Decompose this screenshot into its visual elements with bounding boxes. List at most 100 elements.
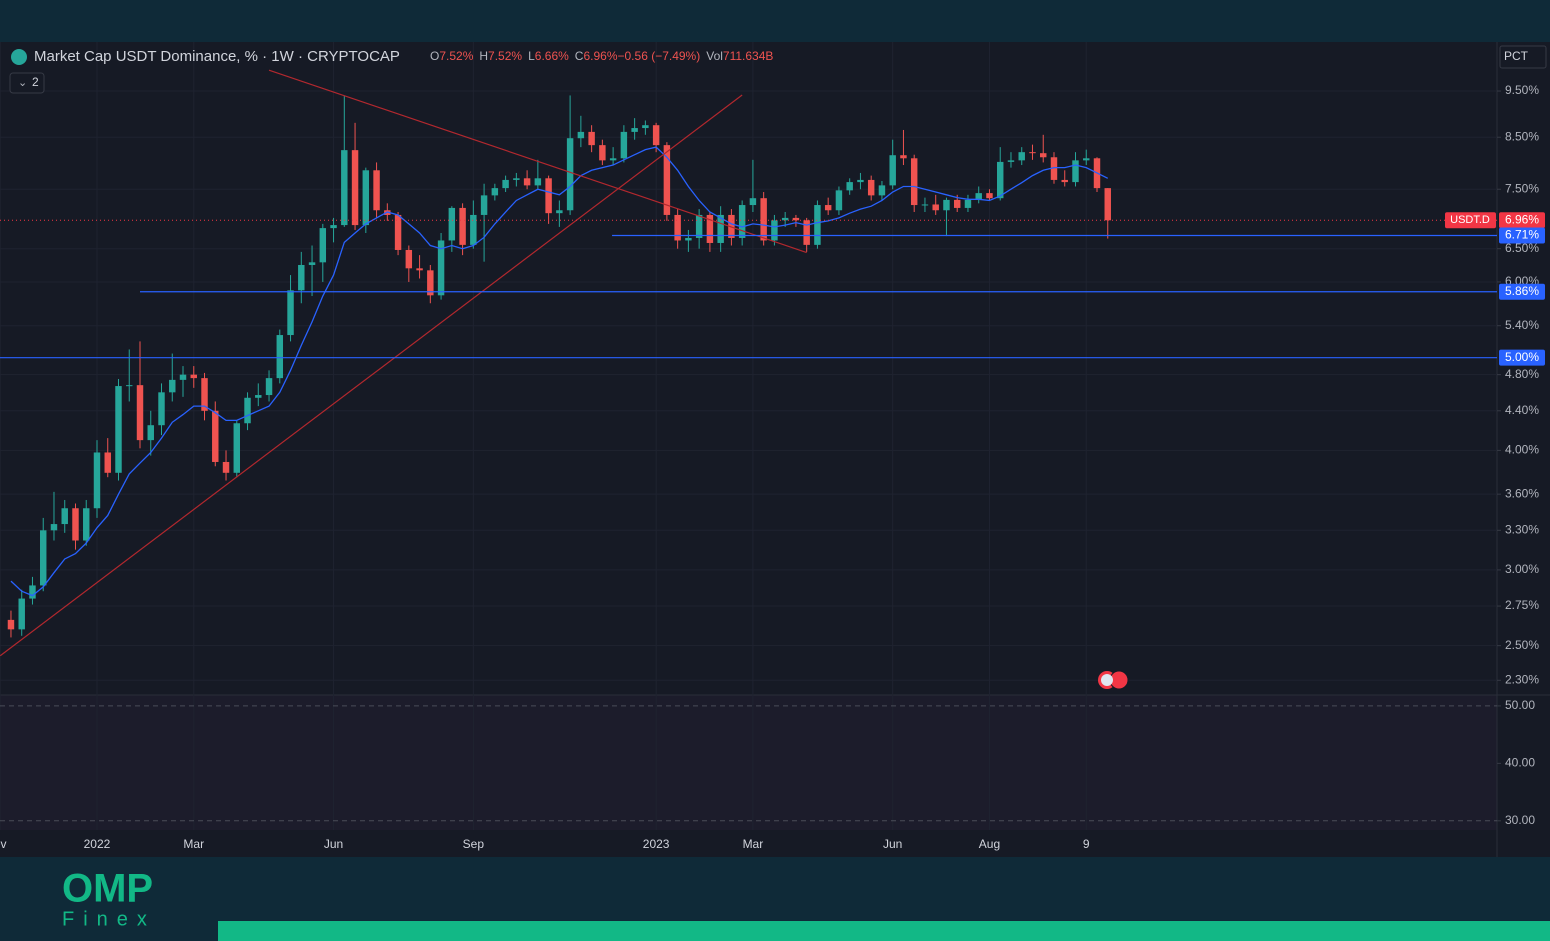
x-tick-label: Sep: [463, 837, 485, 851]
candle-body: [663, 145, 671, 215]
y-tick-label: 8.50%: [1505, 129, 1539, 143]
candle-body: [556, 210, 563, 214]
candle-body: [749, 198, 757, 206]
candle-body: [717, 214, 724, 243]
candle-body: [803, 220, 810, 245]
candle-body: [265, 378, 273, 396]
candle-body: [448, 207, 456, 241]
candle-body: [534, 178, 542, 186]
candle-body: [362, 170, 370, 226]
hline-label-box: [1499, 283, 1545, 300]
y-tick-label: 9.50%: [1505, 83, 1539, 97]
candle-body: [824, 205, 832, 211]
candle-body: [104, 452, 111, 473]
x-tick-label: ov: [0, 837, 7, 851]
y-tick-label: 4.80%: [1505, 367, 1539, 381]
candle-body: [1083, 158, 1090, 161]
x-tick-label: 2023: [643, 837, 670, 851]
candle-body: [319, 228, 327, 263]
candle-body: [351, 150, 359, 226]
candle-body: [276, 335, 284, 379]
candle-body: [1061, 179, 1068, 183]
price-tag: USDT.D: [1450, 214, 1490, 226]
candle-body: [1104, 188, 1111, 221]
candle-body: [308, 262, 316, 265]
candle-body: [29, 585, 36, 599]
x-tick-label: Mar: [743, 837, 764, 851]
candle-body: [480, 195, 488, 215]
legend-value: 711.634B: [723, 49, 774, 63]
candle-body: [878, 185, 886, 196]
candle-body: [910, 158, 918, 206]
collapse-button[interactable]: [9, 72, 45, 94]
candle-body: [427, 270, 434, 296]
candle-body: [502, 179, 509, 189]
candle-body: [846, 182, 853, 191]
candle-body: [93, 452, 101, 509]
collapse-count: 2: [32, 75, 39, 89]
candle-body: [652, 125, 660, 146]
candle-body: [609, 158, 617, 161]
candle-body: [373, 170, 380, 211]
logo-sub: Finex: [62, 908, 156, 930]
candle-body: [158, 392, 165, 426]
chart-title: Market Cap USDT Dominance, % · 1W · CRYP…: [34, 48, 400, 65]
legend-key: Vol: [706, 49, 723, 63]
candle-body: [599, 145, 606, 161]
candle-body: [523, 178, 531, 186]
candle-body: [1007, 160, 1015, 162]
candle-body: [147, 425, 154, 441]
candle-body: [588, 131, 595, 146]
price-tag-box: [1445, 212, 1496, 229]
x-tick-label: Jun: [324, 837, 343, 851]
hline-label-box: [1499, 349, 1545, 366]
candle-body: [953, 199, 961, 208]
candle-body: [341, 150, 348, 226]
y-tick-label: 50.00: [1505, 698, 1535, 712]
candle-body: [996, 161, 1004, 199]
candle-body: [72, 508, 79, 541]
candle-body: [835, 190, 843, 211]
candle-body: [674, 214, 681, 241]
moving-average: [10, 146, 1109, 597]
legend-value: 7.52%: [439, 49, 473, 63]
hline-label: 5.00%: [1505, 350, 1539, 364]
candle-body: [61, 508, 68, 525]
legend-value: −0.56 (−7.49%): [618, 49, 701, 63]
candle-body: [706, 214, 714, 243]
candle-body: [7, 619, 15, 630]
legend-key: O: [430, 49, 439, 63]
top-band: [0, 0, 1550, 42]
candle-body: [136, 385, 144, 441]
candle-body: [986, 193, 993, 199]
x-tick-label: 2022: [84, 837, 111, 851]
legend-key: C: [575, 49, 584, 63]
candle-body: [771, 220, 778, 241]
y-tick-label: 40.00: [1505, 756, 1535, 770]
candle-body: [1050, 157, 1058, 180]
candle-body: [642, 125, 649, 129]
candle-body: [169, 379, 176, 393]
legend-key: H: [479, 49, 488, 63]
y-tick-label: 30.00: [1505, 813, 1535, 827]
x-tick-label: Mar: [183, 837, 204, 851]
candle-body: [1029, 152, 1036, 154]
candle-body: [115, 386, 122, 473]
x-tick-label: Jun: [883, 837, 902, 851]
candle-body: [394, 214, 402, 250]
scale-button[interactable]: [1499, 45, 1547, 69]
y-tick-label: 4.40%: [1505, 403, 1539, 417]
candle-body: [545, 178, 552, 214]
candle-body: [781, 217, 789, 221]
candle-body: [244, 397, 251, 424]
candle-body: [695, 214, 703, 238]
candle-body: [857, 179, 864, 183]
candle-body: [233, 423, 241, 473]
candle-body: [566, 138, 574, 211]
candle-body: [222, 461, 230, 473]
candle-body: [298, 264, 305, 291]
x-tick-label: Aug: [979, 837, 1000, 851]
scale-button-label: PCT: [1504, 49, 1529, 63]
candle-body: [50, 524, 58, 531]
candle-body: [814, 205, 821, 245]
